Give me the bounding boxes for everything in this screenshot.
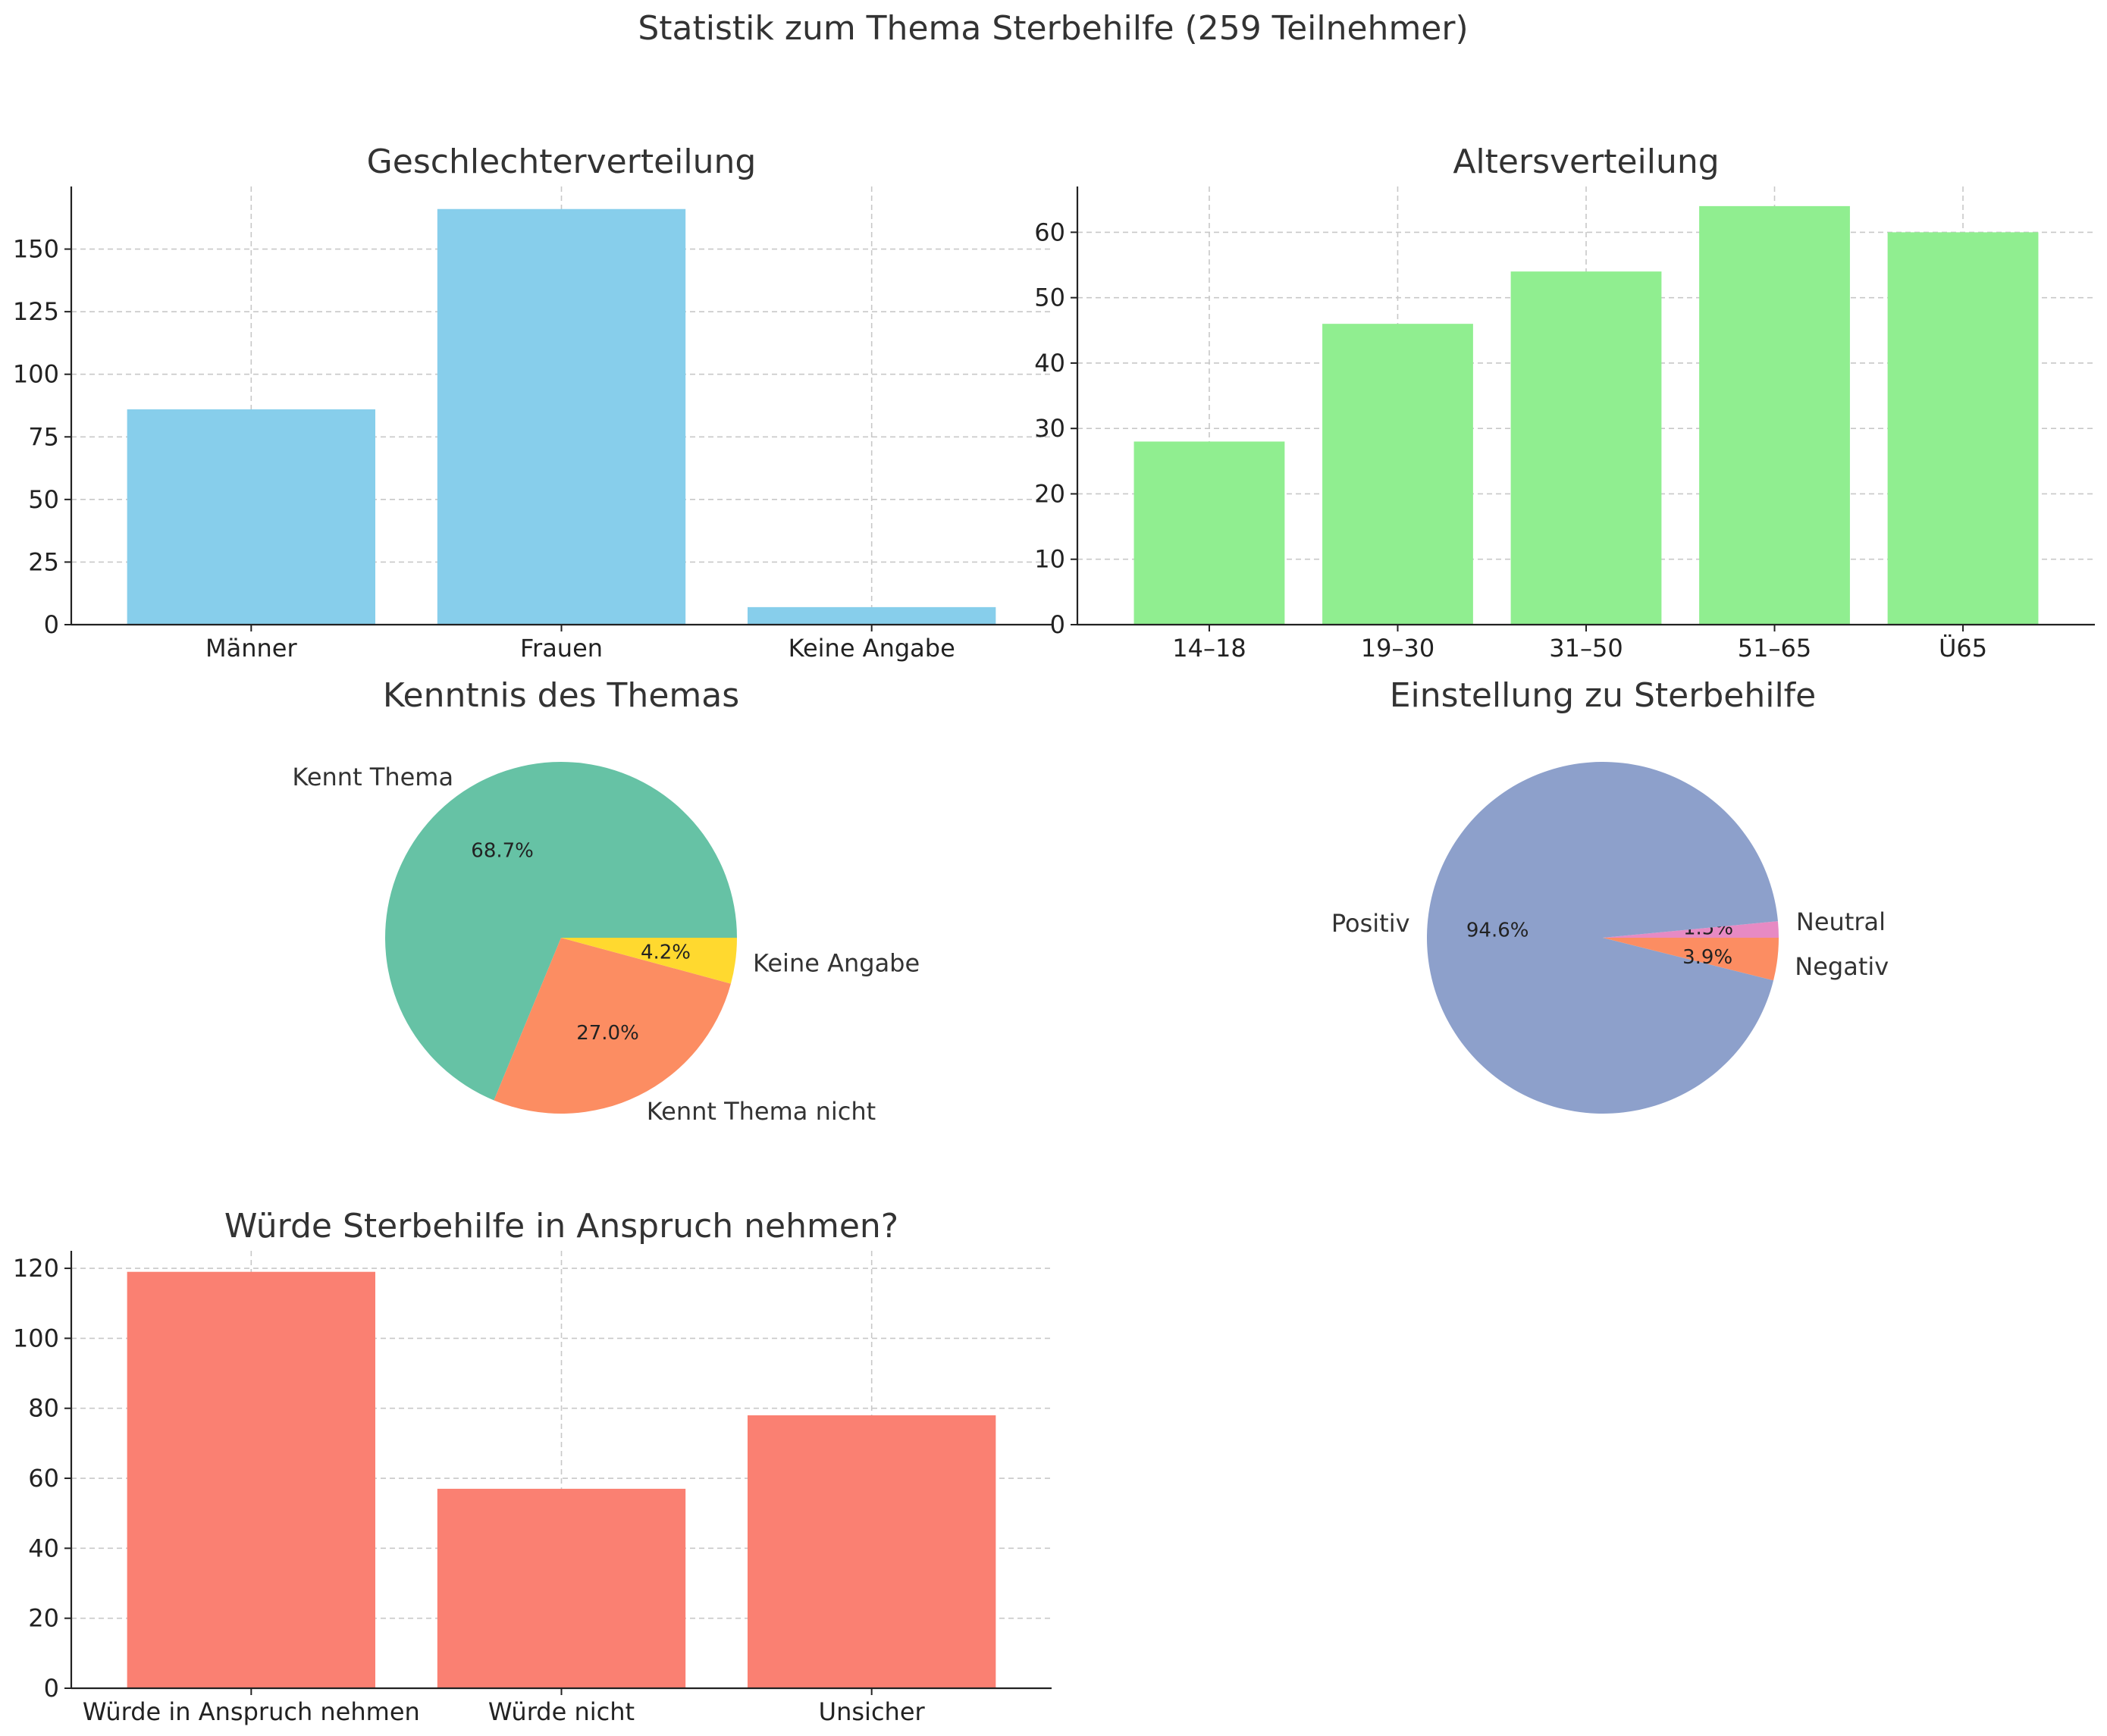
- usage-ytick-label: 80: [28, 1394, 59, 1423]
- attitude-slice-label: Negativ: [1795, 952, 1889, 981]
- age-bar: [1510, 271, 1662, 625]
- age-ytick-label: 20: [1034, 479, 1065, 508]
- attitude-pie-slice: [1603, 921, 1779, 938]
- age-ytick-label: 40: [1034, 349, 1065, 378]
- usage-title: Würde Sterbehilfe in Anspruch nehmen?: [224, 1207, 898, 1246]
- knowledge-pct-label: 4.2%: [641, 941, 691, 964]
- age-bar-chart: Altersverteilung 0 10 20 30 40 50 60 14–18 19–30 3…: [1034, 143, 2095, 663]
- knowledge-slice-label: Keine Angabe: [753, 949, 920, 978]
- gender-ytick-label: 50: [28, 485, 59, 514]
- usage-ytick-label: 100: [13, 1324, 59, 1352]
- gender-ytick-label: 150: [13, 235, 59, 264]
- usage-bar: [437, 1488, 686, 1688]
- knowledge-slice-label: Kennt Thema: [292, 763, 453, 791]
- age-xtick-label: 31–50: [1549, 634, 1623, 663]
- attitude-pct-label: 94.6%: [1466, 920, 1529, 942]
- attitude-pie-slice: [1427, 761, 1778, 1114]
- knowledge-title: Kenntnis des Themas: [383, 676, 739, 715]
- gender-bar-chart: Geschlechterverteilung 0 25 50 75 100 125 150 Mä…: [13, 143, 1052, 663]
- usage-ytick-label: 40: [28, 1534, 59, 1562]
- gender-xtick-label: Keine Angabe: [789, 634, 955, 663]
- gender-xtick-label: Männer: [205, 634, 297, 663]
- gender-ytick-label: 75: [28, 422, 59, 451]
- knowledge-pct-label: 68.7%: [471, 839, 534, 862]
- gender-xtick-label: Frauen: [520, 634, 603, 663]
- gender-ytick-label: 25: [28, 547, 59, 576]
- attitude-title: Einstellung zu Sterbehilfe: [1390, 676, 1817, 715]
- figure-suptitle: Statistik zum Thema Sterbehilfe (259 Tei…: [638, 9, 1468, 48]
- gender-bar: [437, 208, 686, 625]
- gender-ytick-label: 100: [13, 360, 59, 389]
- attitude-pie-slice: [1603, 938, 1779, 981]
- age-ytick-label: 50: [1034, 284, 1065, 312]
- usage-bar: [748, 1415, 996, 1688]
- usage-xtick-label: Würde nicht: [488, 1697, 635, 1726]
- gender-title: Geschlechterverteilung: [367, 143, 757, 181]
- usage-bar: [127, 1271, 375, 1688]
- age-ytick-label: 30: [1034, 414, 1065, 443]
- attitude-pie-chart: Einstellung zu SterbehilfeNeutral1.5%Pos…: [1331, 676, 1889, 1114]
- usage-xtick-label: Würde in Anspruch nehmen: [83, 1697, 420, 1726]
- age-ytick-label: 0: [1050, 610, 1065, 639]
- attitude-slice-label: Neutral: [1796, 907, 1886, 936]
- age-xtick-label: Ü65: [1939, 634, 1987, 663]
- age-xtick-label: 14–18: [1172, 634, 1246, 663]
- age-title: Altersverteilung: [1453, 143, 1719, 181]
- knowledge-pie-slice: [385, 762, 737, 1101]
- knowledge-pie-slice: [561, 938, 737, 984]
- usage-ytick-label: 60: [28, 1464, 59, 1493]
- knowledge-pie-chart: Kenntnis des Themas Kennt Thema 68.7% Kennt…: [292, 676, 920, 1126]
- usage-xtick-label: Unsicher: [819, 1697, 926, 1726]
- age-bar: [1133, 441, 1285, 625]
- age-bar: [1887, 232, 2039, 625]
- attitude-pct-label: 3.9%: [1682, 946, 1732, 969]
- gender-bar: [127, 409, 375, 625]
- gender-ytick-label: 125: [13, 297, 59, 326]
- usage-ytick-label: 120: [13, 1254, 59, 1283]
- knowledge-slice-label: Kennt Thema nicht: [647, 1097, 876, 1126]
- attitude-slice-label: Positiv: [1331, 909, 1410, 938]
- age-bar: [1699, 205, 1850, 625]
- age-ytick-label: 10: [1034, 545, 1065, 574]
- age-xtick-label: 51–65: [1738, 634, 1811, 663]
- usage-ytick-label: 0: [44, 1674, 59, 1703]
- age-xtick-label: 19–30: [1361, 634, 1434, 663]
- usage-bar-chart: Würde Sterbehilfe in Anspruch nehmen? 0 20…: [13, 1207, 1052, 1726]
- usage-ytick-label: 20: [28, 1604, 59, 1633]
- gender-ytick-label: 0: [44, 610, 59, 639]
- gender-bar: [748, 606, 996, 625]
- knowledge-pct-label: 27.0%: [576, 1022, 639, 1045]
- age-bar: [1322, 324, 1473, 625]
- age-ytick-label: 60: [1034, 218, 1065, 246]
- knowledge-pie-slice: [494, 938, 731, 1114]
